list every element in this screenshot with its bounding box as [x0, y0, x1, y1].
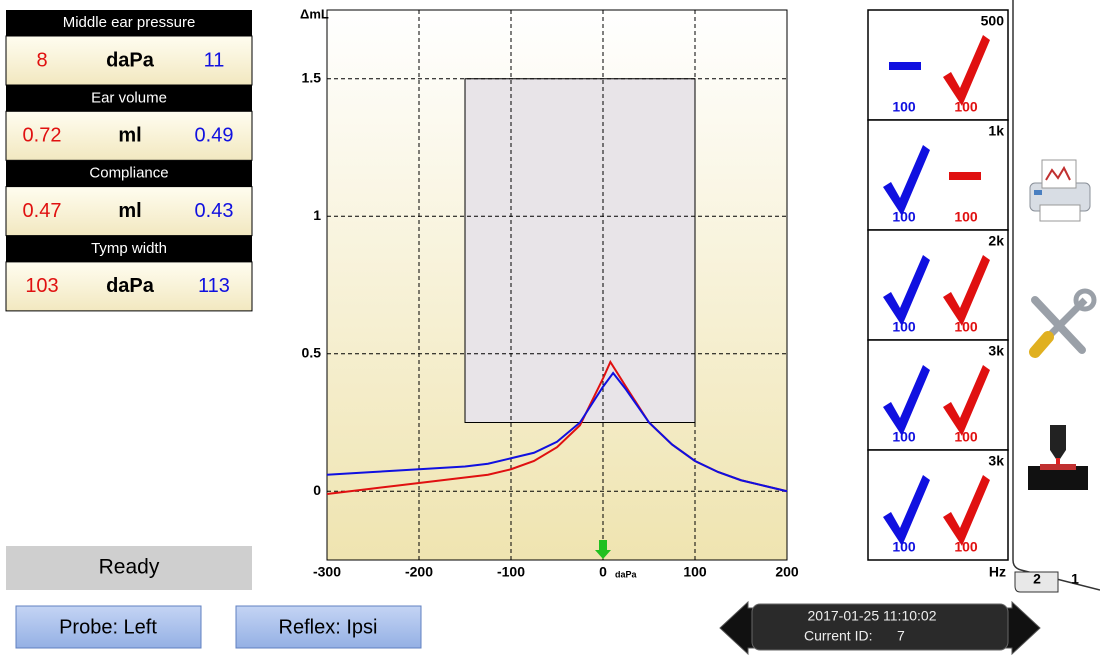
plot-frame	[326, 9, 788, 561]
reflex-cell	[867, 339, 1009, 451]
measure-row	[5, 35, 253, 86]
button[interactable]	[15, 605, 202, 649]
status-box	[6, 546, 252, 590]
y-tick-label: 0	[313, 482, 321, 498]
measure-label: Ear volume	[91, 89, 167, 106]
reflex-cell	[867, 449, 1009, 561]
button-label[interactable]: Reflex: Ipsi	[279, 616, 378, 638]
measure-row	[5, 186, 253, 237]
reflex-check	[883, 255, 930, 326]
measure-row	[5, 110, 253, 161]
reflex-left-value: 100	[892, 539, 916, 555]
unit: daPa	[106, 49, 155, 71]
reflex-left-value: 100	[892, 319, 916, 335]
id-label: Current ID:	[804, 628, 872, 644]
reflex-right-value: 100	[954, 99, 978, 115]
left-value: 0.72	[23, 125, 62, 147]
x-tick-label: -200	[405, 564, 433, 580]
x-tick-label: -100	[497, 564, 525, 580]
measure-header	[6, 235, 252, 262]
id-value: 7	[897, 628, 905, 644]
unit: ml	[118, 200, 141, 222]
tab-label[interactable]: 1	[1071, 571, 1079, 587]
reflex-check	[883, 475, 930, 546]
left-value: 103	[25, 275, 58, 297]
reflex-check	[883, 365, 930, 436]
reflex-frequency: 2k	[988, 233, 1004, 249]
reflex-cell	[867, 229, 1009, 341]
reflex-frequency: 3k	[988, 453, 1004, 469]
measure-label: Middle ear pressure	[63, 14, 196, 31]
reflex-check	[943, 365, 990, 436]
reflex-right-value: 100	[954, 539, 978, 555]
y-tick-label: 1	[313, 207, 321, 223]
unit: daPa	[106, 275, 155, 297]
x-tick-label: -300	[313, 564, 341, 580]
reflex-cell	[867, 119, 1009, 231]
measure-header	[6, 10, 252, 36]
datetime: 2017-01-25 11:10:02	[808, 608, 937, 624]
x-tick-label: 0	[599, 564, 607, 580]
right-value: 0.49	[195, 125, 234, 147]
right-value: 0.43	[195, 200, 234, 222]
status: Ready	[99, 556, 160, 579]
side-bar	[1012, 0, 1100, 591]
measure-label: Tymp width	[91, 240, 167, 257]
reflex-right-value: 100	[954, 209, 978, 225]
y-tick-label: 0.5	[302, 344, 322, 360]
tab-2[interactable]	[1014, 571, 1059, 593]
reflex-check	[883, 145, 930, 216]
right-value: 11	[204, 49, 225, 71]
left-value: 0.47	[23, 200, 62, 222]
reflex-frequency: 1k	[988, 123, 1004, 139]
y-axis-label: ΔmL	[300, 6, 329, 21]
reflex-right-value: 100	[954, 429, 978, 445]
normal-region	[464, 78, 696, 423]
reflex-right-value: 100	[954, 319, 978, 335]
reflex-check	[943, 475, 990, 546]
measure-row	[5, 261, 253, 312]
measure-label: Compliance	[89, 165, 168, 182]
reflex-frequency: 3k	[988, 343, 1004, 359]
reflex-left-value: 100	[892, 99, 916, 115]
x-axis-label: daPa	[615, 569, 638, 579]
print-icon[interactable]	[1029, 159, 1091, 222]
unit: ml	[118, 125, 141, 147]
tympanogram-line	[326, 371, 788, 493]
pressure-marker	[595, 540, 611, 559]
reflex-dash	[949, 172, 981, 180]
reflex-frequency: 500	[981, 13, 1005, 29]
right-value: 113	[198, 275, 230, 297]
y-tick-label: 1.5	[302, 69, 322, 85]
left-value: 8	[36, 49, 47, 71]
measure-header	[6, 85, 252, 112]
settings-icon[interactable]	[1029, 288, 1097, 358]
reflex-left-value: 100	[892, 429, 916, 445]
button-label[interactable]: Probe: Left	[59, 616, 157, 638]
reflex-icon[interactable]	[1028, 425, 1088, 490]
x-tick-label: 100	[683, 564, 707, 580]
reflex-check	[943, 35, 990, 106]
reflex-check	[943, 255, 990, 326]
reflex-unit: Hz	[989, 564, 1006, 580]
reflex-dash	[889, 62, 921, 70]
button[interactable]	[235, 605, 422, 649]
reflex-left-value: 100	[892, 209, 916, 225]
tab-label[interactable]: 2	[1033, 571, 1041, 587]
footer-panel	[751, 603, 1009, 651]
measure-header	[6, 160, 252, 187]
x-tick-label: 200	[775, 564, 799, 580]
